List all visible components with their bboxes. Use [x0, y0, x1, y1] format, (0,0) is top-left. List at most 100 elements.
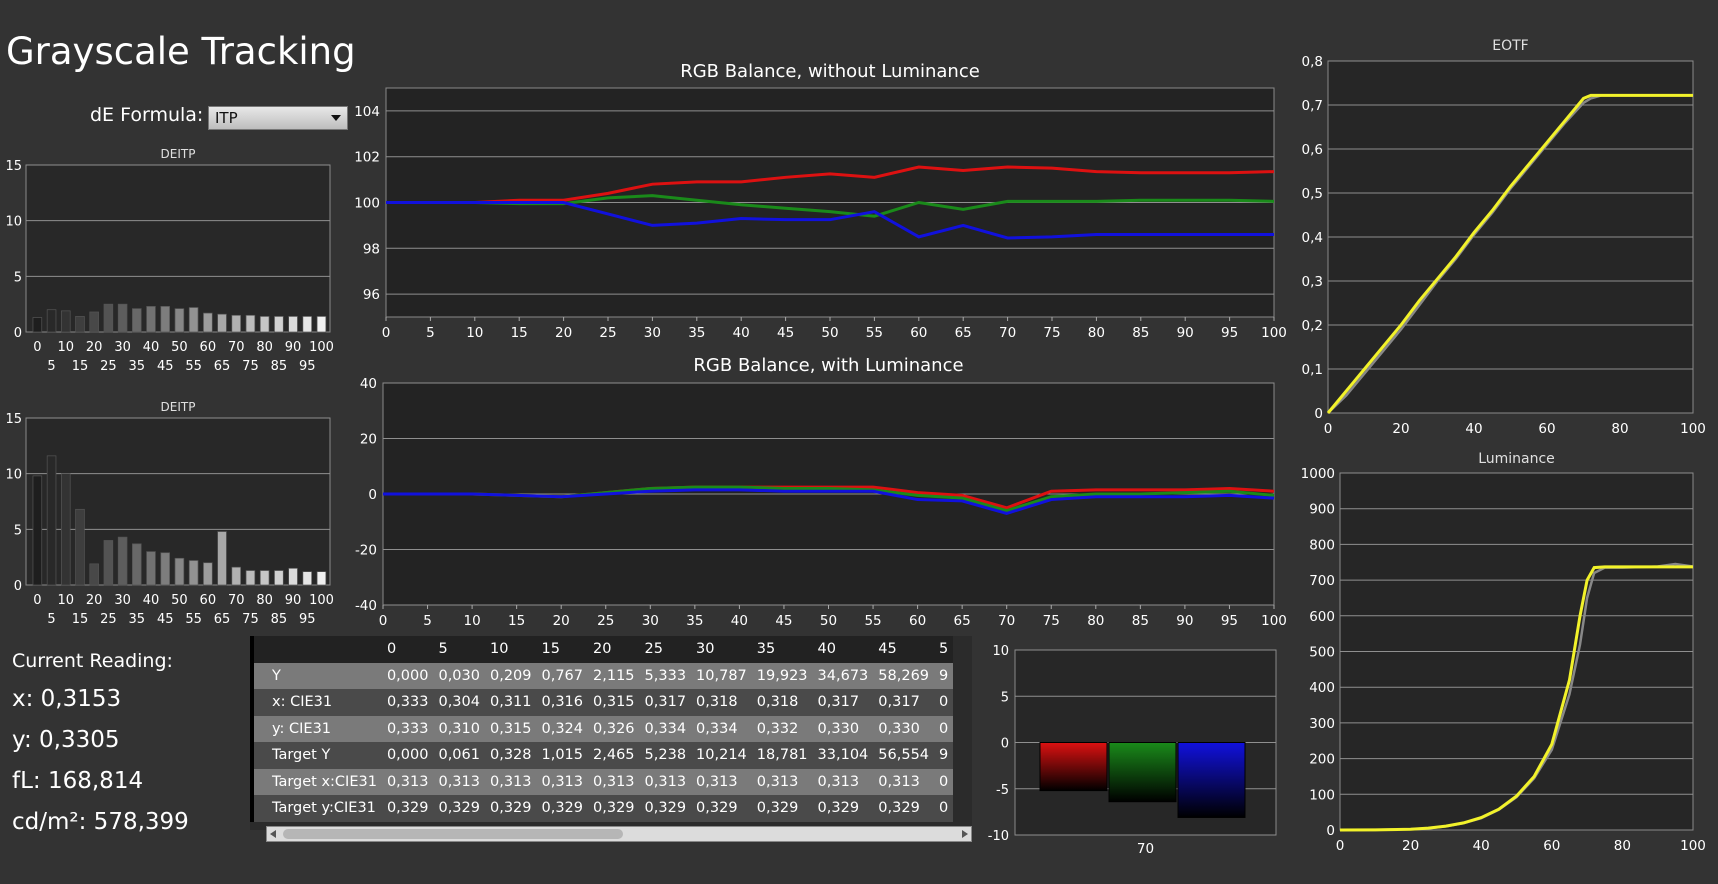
scrollbar-thumb[interactable]: [283, 829, 623, 839]
table-row[interactable]: Target x:CIE31 0,313 0,313 0,313 0,313 0,313 0…: [250, 768, 954, 795]
y-tick-label: -40: [355, 598, 377, 614]
scroll-right-icon[interactable]: [962, 830, 968, 838]
x-tick-label: 0: [1336, 838, 1345, 854]
table-cell: 0,329: [639, 795, 692, 822]
table-cell: 56,554: [873, 742, 935, 769]
row-selector[interactable]: [250, 662, 254, 689]
x-tick-label: 20: [86, 340, 103, 355]
row-selector[interactable]: [250, 795, 254, 822]
y-tick-label: 0: [14, 579, 22, 594]
x-tick-label: 65: [955, 325, 972, 341]
table-cell: 0,329: [588, 795, 640, 822]
x-tick-label: 45: [777, 325, 794, 341]
de-formula-label: dE Formula:: [90, 104, 204, 126]
x-tick-label: 85: [271, 612, 288, 627]
table-cell: 0,329: [812, 795, 874, 822]
y-tick-label: 0,6: [1302, 142, 1323, 158]
table-horizontal-scrollbar[interactable]: [266, 826, 972, 842]
de-bar: [75, 508, 85, 586]
x-tick-label: 0: [379, 613, 388, 629]
y-tick-label: -5: [996, 783, 1009, 798]
row-selector[interactable]: [250, 742, 254, 769]
table-row[interactable]: y: CIE31 0,333 0,310 0,315 0,324 0,326 0,334 0,…: [250, 715, 954, 742]
table-cell: 0,333: [381, 715, 434, 742]
y-tick-label: 200: [1309, 752, 1335, 768]
y-tick-label: -10: [988, 829, 1009, 844]
reading-cdm2: cd/m²: 578,399: [12, 809, 189, 835]
x-tick-label: 15: [508, 613, 525, 629]
table-column-header: 35: [751, 636, 813, 663]
de-bar: [259, 316, 270, 333]
x-tick-label: 100: [309, 593, 334, 608]
table-cell: 0,329: [381, 795, 434, 822]
y-tick-label: 102: [354, 150, 380, 166]
x-tick-label: 30: [644, 325, 661, 341]
scroll-left-icon[interactable]: [270, 830, 276, 838]
dropdown-arrow-icon[interactable]: [331, 115, 341, 121]
table-cell: 10,787: [691, 662, 752, 689]
x-tick-label: 75: [242, 612, 259, 627]
table-cell: 19,923: [751, 662, 813, 689]
de-bar: [245, 570, 256, 586]
reading-x: x: 0,3153: [12, 686, 122, 712]
x-tick-label: 100: [1680, 838, 1706, 854]
table-cell: 0: [934, 795, 954, 822]
table-column-header: 30: [691, 636, 752, 663]
x-tick-label: 20: [1402, 838, 1419, 854]
table-cell: 10,214: [691, 742, 752, 769]
table-row[interactable]: Target y:CIE31 0,329 0,329 0,329 0,329 0,329 0…: [250, 795, 954, 822]
table-row-label: Target Y: [254, 742, 382, 769]
de-bar: [302, 316, 313, 333]
table-cell: 0,332: [751, 715, 813, 742]
table-row[interactable]: Y 0,000 0,030 0,209 0,767 2,115 5,333 10,787 19,…: [250, 662, 954, 689]
table-cell: 0,330: [873, 715, 935, 742]
measurement-table[interactable]: 0 5 10 15 20 25 30 35 40 45 5 Y 0,000 0,030 0,209 0,767…: [250, 636, 972, 830]
x-tick-label: 5: [47, 359, 55, 374]
table-cell: 0,317: [873, 689, 935, 716]
table-row-label: Target x:CIE31: [254, 768, 382, 795]
table-cell: 0,767: [536, 662, 589, 689]
table-cell: 0,313: [812, 768, 874, 795]
table-row[interactable]: x: CIE31 0,333 0,304 0,311 0,316 0,315 0,317 0,…: [250, 689, 954, 716]
table-cell: 0,334: [691, 715, 752, 742]
x-tick-label: 0: [382, 325, 391, 341]
table-cell: 0: [934, 768, 954, 795]
x-tick-label: 80: [1087, 613, 1104, 629]
y-tick-label: 5: [1001, 690, 1009, 705]
table-cell: 0,304: [433, 689, 485, 716]
x-tick-label: 100: [1680, 421, 1706, 437]
table-cell: 0,318: [691, 689, 752, 716]
table-column-header: 0: [381, 636, 434, 663]
table-cell: 9: [934, 662, 954, 689]
de-bar: [103, 540, 114, 586]
chart-title: DEITP: [161, 147, 196, 161]
x-tick-label: 25: [100, 612, 117, 627]
table-row-label: y: CIE31: [254, 715, 382, 742]
de-bar: [288, 316, 298, 333]
y-tick-label: 10: [5, 215, 22, 230]
measured-curve: [1339, 565, 1693, 832]
x-tick-label: 40: [1473, 838, 1490, 854]
row-selector[interactable]: [250, 689, 254, 716]
de-formula-select[interactable]: ITP: [208, 106, 348, 130]
x-tick-label: 80: [256, 593, 273, 608]
de-bar: [61, 473, 71, 586]
de-bar: [46, 309, 57, 333]
y-tick-label: 700: [1309, 573, 1335, 589]
table-cell: 9: [934, 742, 954, 769]
de-bar: [89, 311, 99, 333]
row-selector[interactable]: [250, 715, 254, 742]
de-formula-value: ITP: [215, 109, 238, 127]
table-cell: 0,329: [751, 795, 813, 822]
x-tick-label: 100: [1261, 613, 1287, 629]
de-bar: [231, 314, 241, 333]
reading-y: y: 0,3305: [12, 727, 120, 753]
y-tick-label: 1000: [1301, 466, 1335, 482]
table-cell: 0,000: [381, 742, 434, 769]
table-row[interactable]: Target Y 0,000 0,061 0,328 1,015 2,465 5,238 10…: [250, 742, 954, 769]
x-tick-label: 35: [129, 359, 146, 374]
de-bar: [302, 571, 313, 586]
y-tick-label: -20: [355, 543, 377, 559]
row-selector[interactable]: [250, 768, 254, 795]
de-bar: [217, 313, 227, 333]
